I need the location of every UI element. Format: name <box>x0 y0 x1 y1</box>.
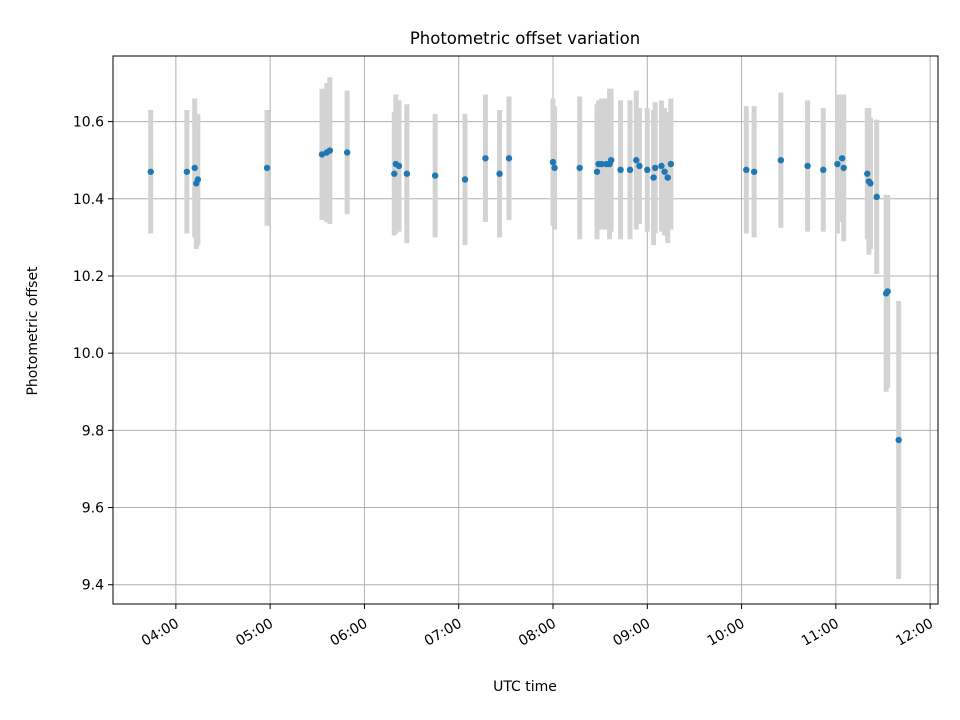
y-tick-label: 10.4 <box>73 192 104 208</box>
data-point <box>834 160 841 168</box>
data-point <box>194 176 202 183</box>
data-point <box>864 170 871 177</box>
data-point <box>183 168 191 175</box>
data-point <box>395 162 403 170</box>
data-point <box>326 147 334 154</box>
y-tick-label: 9.8 <box>82 423 104 439</box>
data-point <box>147 168 154 175</box>
y-tick-label: 10.0 <box>73 346 104 362</box>
data-point <box>482 155 489 162</box>
data-point <box>343 149 351 156</box>
data-point <box>549 158 557 166</box>
data-point <box>576 164 583 172</box>
data-point <box>633 156 640 164</box>
data-point <box>598 160 605 168</box>
x-axis-label: UTC time <box>493 679 557 695</box>
data-point <box>664 174 671 181</box>
data-point <box>873 193 880 201</box>
y-gridlines <box>113 121 938 586</box>
data-point <box>617 166 624 174</box>
plot-frame <box>112 55 939 605</box>
y-axis-ticks: 9.4 9.6 9.8 10.0 10.2 10.4 10.6 <box>73 115 113 594</box>
data-point <box>263 164 271 172</box>
y-axis-label: Photometric offset <box>25 266 41 396</box>
y-tick-label: 10.2 <box>73 269 104 285</box>
data-point <box>840 164 847 172</box>
data-point <box>593 168 601 175</box>
data-point <box>191 164 198 172</box>
data-point <box>644 166 651 174</box>
data-point <box>867 180 874 187</box>
data-point <box>743 166 750 174</box>
data-point <box>661 168 668 175</box>
data-point <box>461 176 469 183</box>
data-point <box>403 170 411 177</box>
data-point <box>777 156 785 164</box>
data-point <box>496 170 503 177</box>
data-point <box>838 155 846 162</box>
y-tick-label: 9.6 <box>82 501 104 517</box>
data-point <box>551 164 558 172</box>
data-point <box>607 156 615 164</box>
data-point <box>884 288 891 295</box>
data-point <box>804 162 811 170</box>
data-point <box>505 155 513 162</box>
data-point <box>651 164 659 172</box>
data-point <box>650 174 657 181</box>
data-point <box>431 172 439 179</box>
y-tick-label: 10.6 <box>73 115 104 131</box>
y-tick-label: 9.4 <box>82 578 104 594</box>
data-point <box>636 162 643 170</box>
data-points <box>147 147 902 444</box>
chart-title: Photometric offset variation <box>410 29 640 48</box>
data-point <box>667 160 675 168</box>
data-point <box>658 162 665 170</box>
data-point <box>391 170 398 177</box>
data-point <box>750 168 758 175</box>
data-point <box>895 436 902 444</box>
data-point <box>626 166 634 174</box>
data-point <box>820 166 827 174</box>
